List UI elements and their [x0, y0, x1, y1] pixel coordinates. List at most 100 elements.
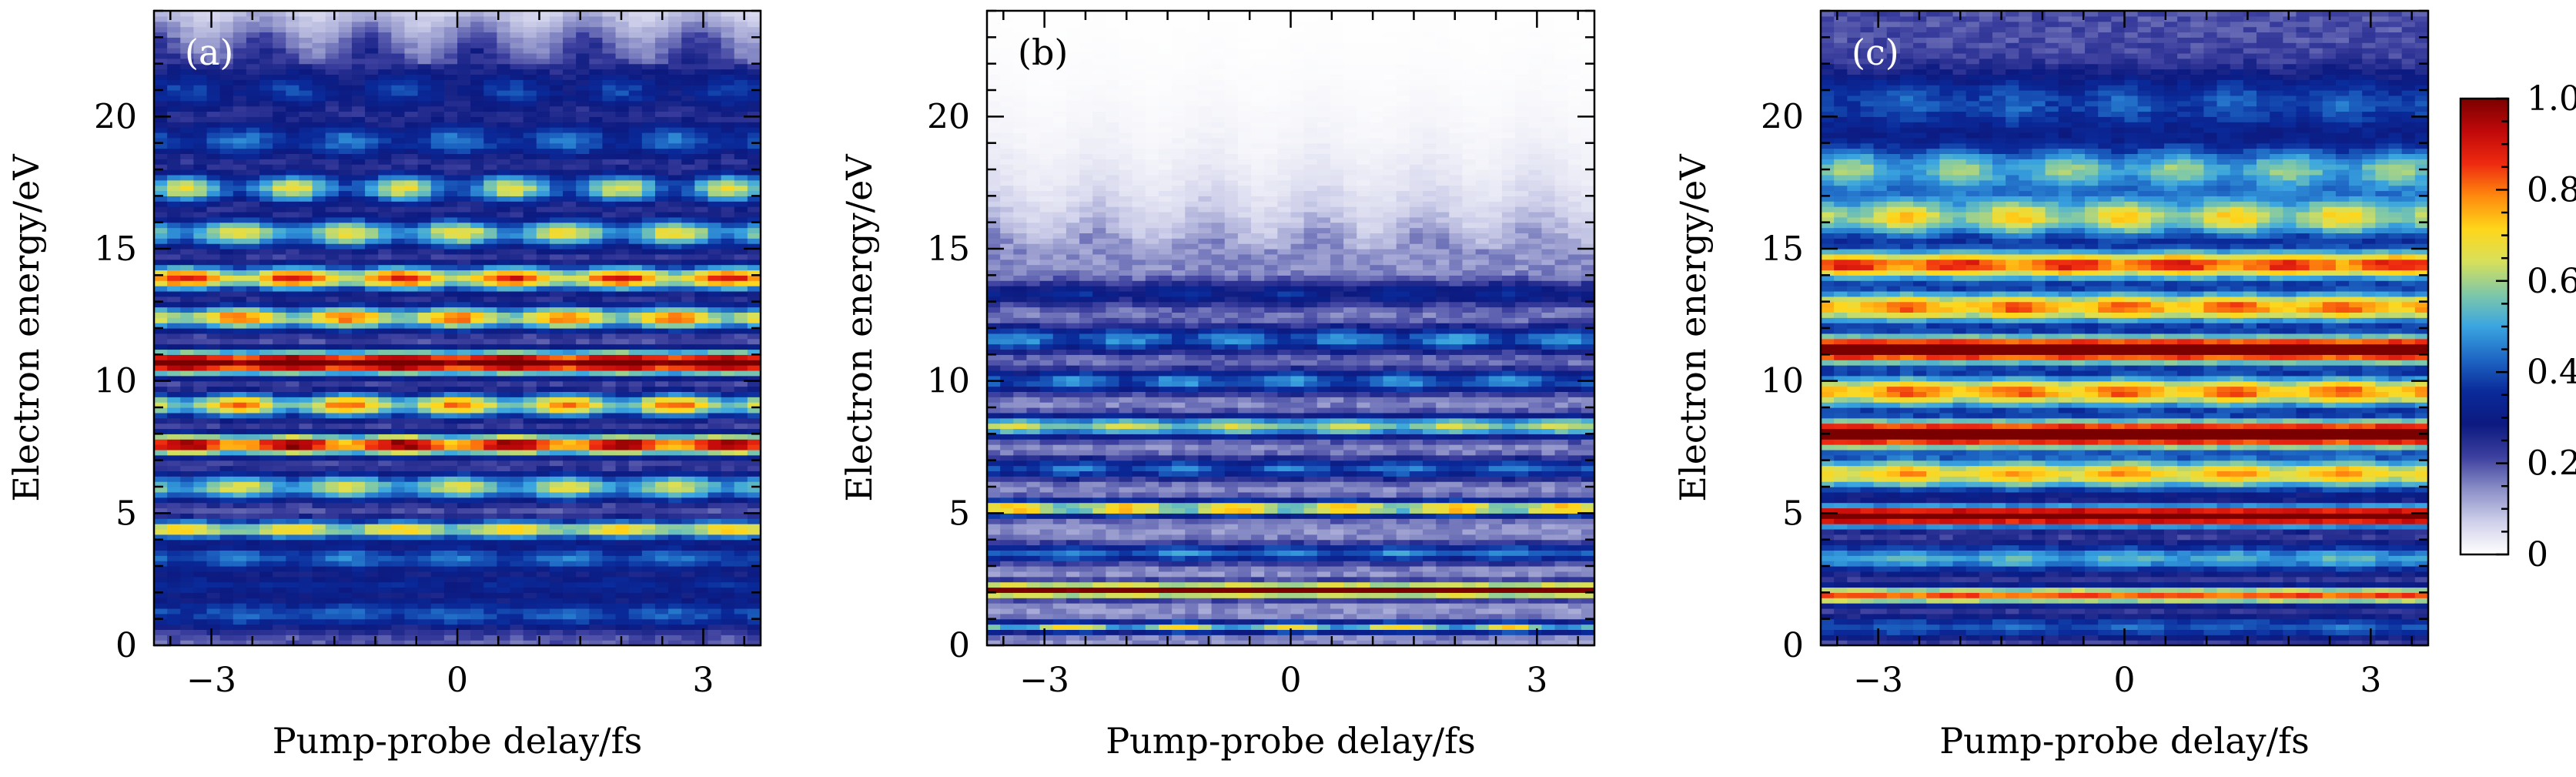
- heatmap-cell: [338, 518, 353, 524]
- heatmap-cell: [443, 243, 458, 250]
- heatmap-cell: [206, 301, 221, 308]
- heatmap-cell: [654, 206, 669, 213]
- heatmap-cell: [351, 105, 366, 112]
- heatmap-cell: [668, 629, 682, 635]
- heatmap-cell: [694, 624, 709, 630]
- heatmap-cell: [615, 137, 630, 144]
- heatmap-cell: [365, 116, 379, 122]
- heatmap-cell: [273, 90, 286, 96]
- heatmap-cell: [193, 52, 208, 59]
- heatmap-cell: [443, 48, 458, 54]
- heatmap-cell: [694, 603, 709, 609]
- heatmap-cell: [219, 412, 234, 419]
- heatmap-cell: [417, 179, 432, 186]
- heatmap-cell: [299, 497, 313, 504]
- heatmap-cell: [681, 566, 695, 572]
- heatmap-cell: [338, 122, 353, 128]
- heatmap-cell: [417, 259, 432, 266]
- heatmap-cell: [681, 613, 695, 620]
- heatmap-cell: [154, 306, 168, 313]
- heatmap-cell: [615, 587, 630, 593]
- heatmap-cell: [563, 454, 577, 461]
- heatmap-cell: [299, 555, 313, 561]
- heatmap-cell: [365, 137, 379, 144]
- heatmap-cell: [246, 74, 260, 80]
- heatmap-cell: [167, 338, 181, 345]
- heatmap-cell: [286, 174, 300, 181]
- heatmap-cell: [628, 233, 643, 239]
- heatmap-cell: [193, 407, 208, 414]
- heatmap-cell: [206, 26, 221, 33]
- heatmap-cell: [641, 74, 656, 80]
- heatmap-cell: [628, 222, 643, 229]
- heatmap-cell: [180, 566, 194, 572]
- heatmap-cell: [299, 185, 313, 192]
- heatmap-cell: [563, 550, 577, 556]
- heatmap-cell: [246, 534, 260, 541]
- heatmap-cell: [576, 539, 590, 546]
- heatmap-cell: [602, 360, 617, 366]
- heatmap-cell: [351, 142, 366, 149]
- heatmap-cell: [417, 454, 432, 461]
- heatmap-cell: [536, 629, 550, 635]
- heatmap-cell: [351, 534, 366, 541]
- heatmap-cell: [259, 407, 273, 414]
- heatmap-cell: [273, 100, 286, 107]
- heatmap-cell: [510, 85, 524, 91]
- heatmap-cell: [523, 491, 537, 498]
- heatmap-cell: [365, 534, 379, 541]
- heatmap-cell: [286, 566, 300, 572]
- heatmap-cell: [154, 58, 168, 65]
- heatmap-cell: [443, 169, 458, 176]
- heatmap-cell: [273, 216, 286, 223]
- heatmap-cell: [286, 275, 300, 281]
- heatmap-cell: [536, 164, 550, 170]
- heatmap-cell: [273, 290, 286, 297]
- heatmap-cell: [206, 211, 221, 218]
- heatmap-cell: [576, 417, 590, 424]
- heatmap-cell: [497, 11, 511, 17]
- heatmap-cell: [391, 454, 406, 461]
- heatmap-cell: [563, 249, 577, 255]
- heatmap-cell: [299, 37, 313, 43]
- heatmap-cell: [286, 338, 300, 345]
- heatmap-cell: [219, 249, 234, 255]
- heatmap-cell: [510, 111, 524, 117]
- heatmap-cell: [668, 550, 682, 556]
- heatmap-cell: [180, 513, 194, 519]
- heatmap-cell: [365, 497, 379, 504]
- heatmap-cell: [325, 127, 340, 133]
- heatmap-cell: [193, 370, 208, 377]
- heatmap-cell: [470, 598, 484, 604]
- heatmap-cell: [378, 365, 392, 371]
- heatmap-cell: [457, 528, 471, 535]
- heatmap-cell: [549, 323, 564, 329]
- heatmap-cell: [206, 349, 221, 355]
- heatmap-cell: [523, 164, 537, 170]
- heatmap-cell: [365, 507, 379, 514]
- heatmap-cell: [259, 69, 273, 75]
- heatmap-cell: [654, 550, 669, 556]
- heatmap-cell: [628, 196, 643, 202]
- heatmap-cell: [523, 487, 537, 493]
- heatmap-cell: [681, 290, 695, 297]
- heatmap-cell: [312, 85, 326, 91]
- heatmap-cell: [615, 524, 630, 530]
- heatmap-cell: [457, 391, 471, 397]
- heatmap-cell: [563, 238, 577, 244]
- heatmap-cell: [694, 566, 709, 572]
- heatmap-cell: [563, 386, 577, 392]
- heatmap-cell: [312, 561, 326, 567]
- heatmap-cell: [563, 544, 577, 551]
- heatmap-cell: [430, 412, 445, 419]
- heatmap-cell: [694, 301, 709, 308]
- heatmap-cell: [312, 576, 326, 583]
- heatmap-cell: [180, 629, 194, 635]
- heatmap-cell: [589, 513, 604, 519]
- heatmap-cell: [206, 95, 221, 102]
- heatmap-cell: [180, 618, 194, 625]
- heatmap-cell: [536, 306, 550, 313]
- heatmap-cell: [312, 206, 326, 213]
- heatmap-cell: [602, 100, 617, 107]
- heatmap-cell: [219, 555, 234, 561]
